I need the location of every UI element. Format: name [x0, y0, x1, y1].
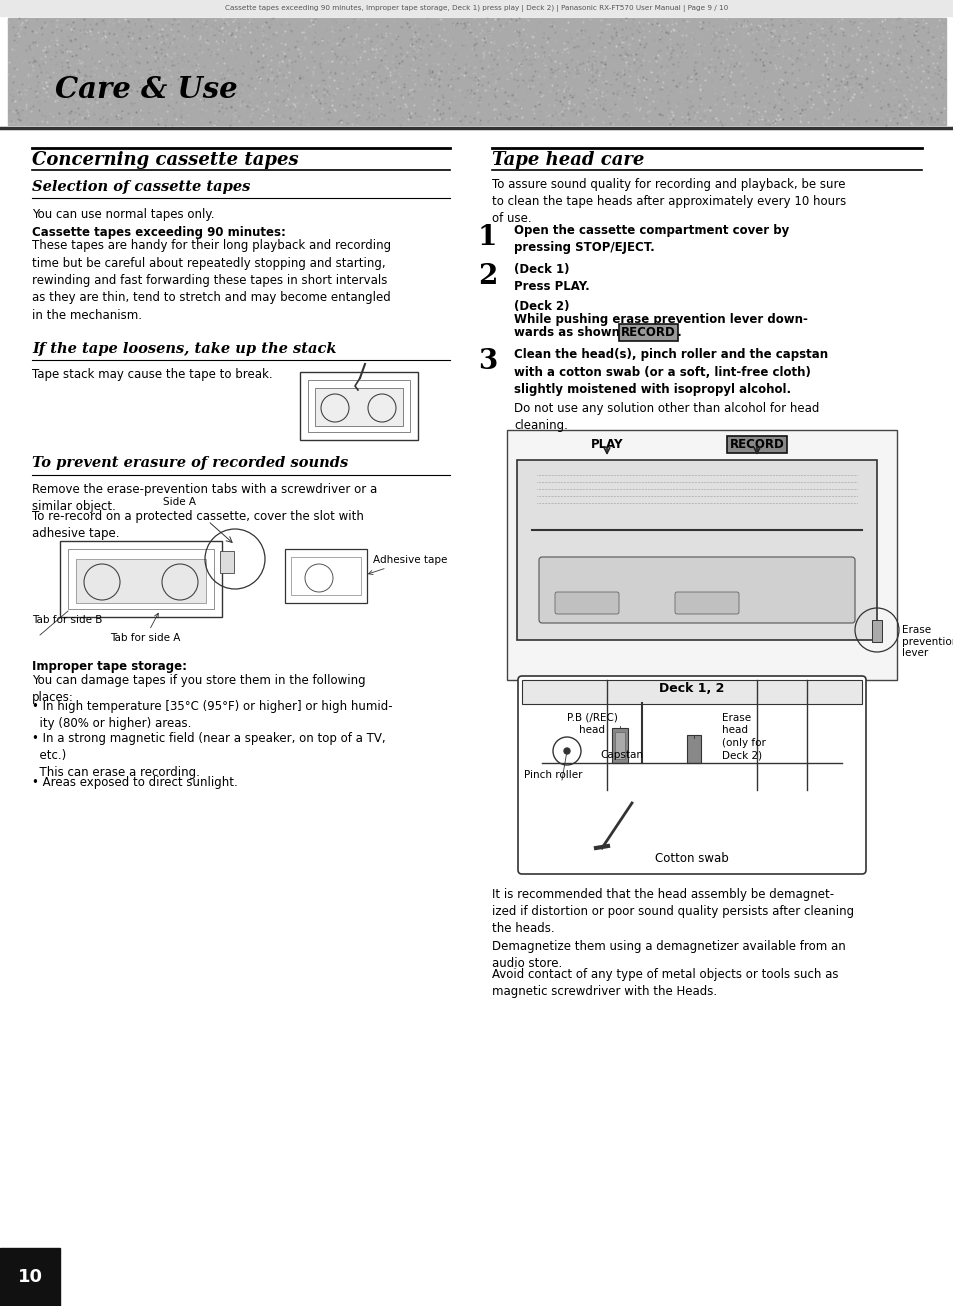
Text: P.B (/REC)
head: P.B (/REC) head [566, 713, 617, 734]
Bar [615, 731, 624, 759]
Text: Avoid contact of any type of metal objects or tools such as
magnetic screwdriver: Avoid contact of any type of metal objec… [492, 968, 838, 998]
Text: • Areas exposed to direct sunlight.: • Areas exposed to direct sunlight. [32, 776, 237, 789]
Text: Capstan: Capstan [599, 750, 642, 760]
Bar [291, 556, 360, 596]
Circle shape [563, 748, 569, 754]
Text: To re-record on a protected cassette, cover the slot with
adhesive tape.: To re-record on a protected cassette, co… [32, 511, 363, 539]
Text: 10: 10 [17, 1268, 43, 1286]
Bar [314, 388, 402, 426]
FancyBboxPatch shape [538, 556, 854, 623]
Text: Open the cassette compartment cover by
pressing STOP/EJECT.: Open the cassette compartment cover by p… [514, 225, 788, 255]
Text: Tape stack may cause the tape to break.: Tape stack may cause the tape to break. [32, 368, 273, 381]
Text: RECORD: RECORD [620, 326, 675, 340]
Bar [686, 735, 700, 763]
Text: (Deck 2): (Deck 2) [514, 300, 569, 313]
Text: Side A: Side A [163, 498, 196, 507]
Text: Tape head care: Tape head care [492, 151, 643, 168]
Text: Remove the erase-prevention tabs with a screwdriver or a
similar object.: Remove the erase-prevention tabs with a … [32, 483, 376, 513]
Text: 1: 1 [477, 225, 497, 251]
Bar [76, 559, 206, 603]
Bar [506, 430, 896, 680]
FancyBboxPatch shape [675, 592, 739, 614]
Text: .: . [672, 326, 681, 340]
Text: • In a strong magnetic field (near a speaker, on top of a TV,
  etc.)
  This can: • In a strong magnetic field (near a spe… [32, 731, 385, 778]
Text: Improper tape storage:: Improper tape storage: [32, 660, 187, 673]
Text: Tab for side A: Tab for side A [110, 614, 180, 643]
Bar [220, 551, 233, 573]
Text: These tapes are handy for their long playback and recording
time but be careful : These tapes are handy for their long pla… [32, 239, 391, 323]
Bar [68, 549, 213, 609]
Text: Do not use any solution other than alcohol for head
cleaning.: Do not use any solution other than alcoh… [514, 402, 819, 432]
FancyBboxPatch shape [555, 592, 618, 614]
Text: PLAY: PLAY [590, 438, 622, 451]
Text: Erase
prevention
lever: Erase prevention lever [901, 626, 953, 658]
Text: Demagnetize them using a demagnetizer available from an
audio store.: Demagnetize them using a demagnetizer av… [492, 940, 845, 970]
Text: While pushing erase prevention lever down-: While pushing erase prevention lever dow… [514, 313, 807, 326]
Text: To prevent erasure of recorded sounds: To prevent erasure of recorded sounds [32, 456, 348, 470]
Text: Deck 1, 2: Deck 1, 2 [659, 682, 724, 695]
FancyBboxPatch shape [517, 677, 865, 874]
Text: Adhesive tape: Adhesive tape [368, 555, 447, 575]
Text: wards as shown, press: wards as shown, press [514, 326, 668, 340]
Text: Cassette tapes exceeding 90 minutes, Improper tape storage, Deck 1) press play |: Cassette tapes exceeding 90 minutes, Imp… [225, 4, 728, 12]
Bar [285, 549, 367, 603]
Text: Erase
head
(only for
Deck 2): Erase head (only for Deck 2) [721, 713, 765, 760]
Text: (Deck 1)
Press PLAY.: (Deck 1) Press PLAY. [514, 263, 589, 294]
Text: Cotton swab: Cotton swab [655, 852, 728, 865]
Text: 3: 3 [477, 347, 497, 375]
Text: Care & Use: Care & Use [55, 76, 237, 104]
Text: It is recommended that the head assembly be demagnet-
ized if distortion or poor: It is recommended that the head assembly… [492, 888, 853, 935]
Text: You can use normal tapes only.: You can use normal tapes only. [32, 208, 214, 221]
Text: RECORD: RECORD [729, 438, 783, 451]
Text: Cassette tapes exceeding 90 minutes:: Cassette tapes exceeding 90 minutes: [32, 226, 286, 239]
Bar [0, 0, 953, 16]
Bar [299, 372, 417, 440]
Text: Clean the head(s), pinch roller and the capstan
with a cotton swab (or a soft, l: Clean the head(s), pinch roller and the … [514, 347, 827, 396]
Text: If the tape loosens, take up the stack: If the tape loosens, take up the stack [32, 342, 336, 357]
Bar [0, 1249, 60, 1306]
Text: You can damage tapes if you store them in the following
places:: You can damage tapes if you store them i… [32, 674, 365, 704]
Bar [521, 680, 862, 704]
Text: Concerning cassette tapes: Concerning cassette tapes [32, 151, 298, 168]
Text: Tab for side B: Tab for side B [32, 615, 102, 626]
Text: 2: 2 [477, 263, 497, 290]
Text: Pinch roller: Pinch roller [523, 771, 582, 780]
Bar [60, 541, 222, 616]
Text: To assure sound quality for recording and playback, be sure
to clean the tape he: To assure sound quality for recording an… [492, 178, 845, 225]
Bar [308, 380, 410, 432]
Text: • In high temperature [35°C (95°F) or higher] or high humid-
  ity (80% or highe: • In high temperature [35°C (95°F) or hi… [32, 700, 393, 730]
Bar [517, 460, 876, 640]
Bar [612, 727, 627, 763]
Bar [871, 620, 882, 643]
Bar [8, 18, 945, 125]
Text: Selection of cassette tapes: Selection of cassette tapes [32, 180, 250, 195]
